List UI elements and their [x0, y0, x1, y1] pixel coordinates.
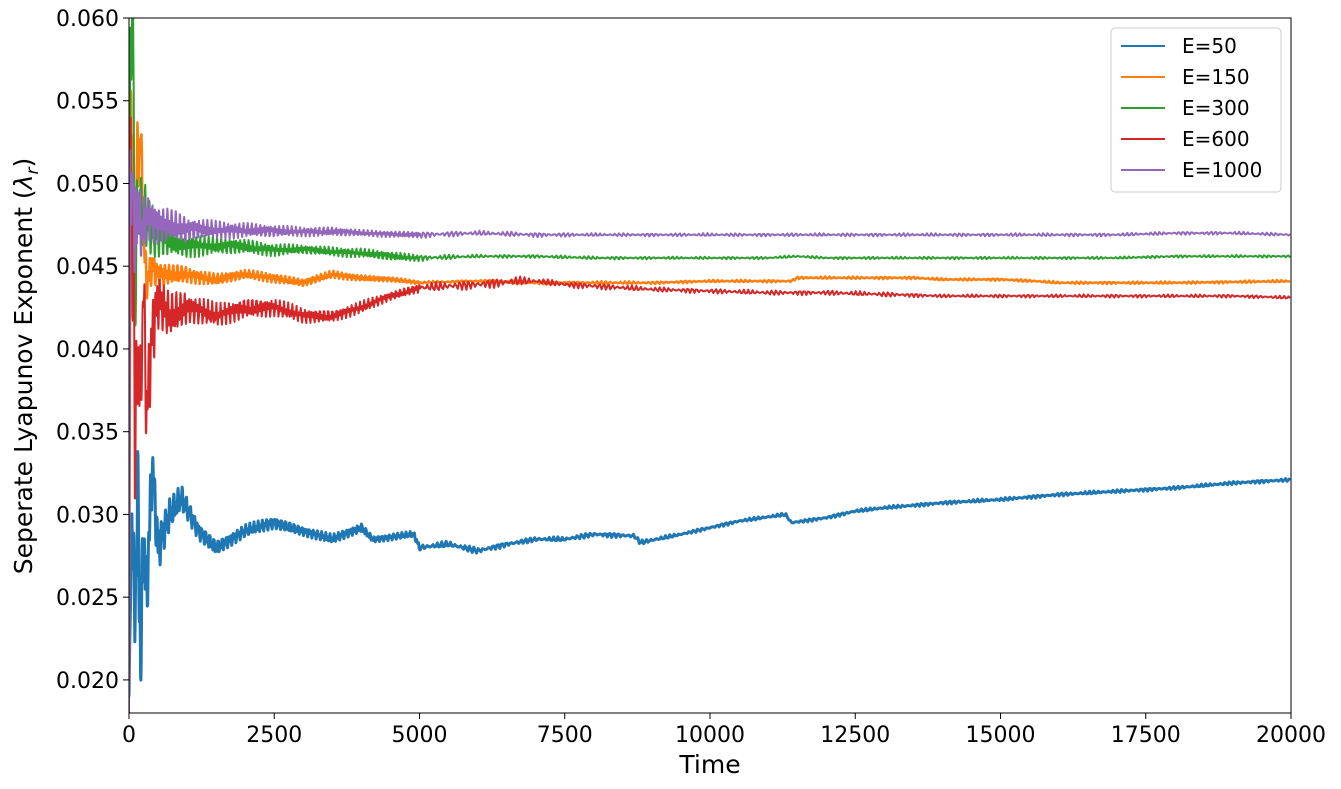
x-tick-label: 7500 [537, 723, 593, 748]
x-tick-label: 12500 [820, 723, 890, 748]
series-line-e-50 [129, 450, 1291, 697]
x-tick-label: 0 [122, 723, 136, 748]
y-tick-label: 0.060 [56, 7, 119, 32]
y-axis-label: Seperate Lyapunov Exponent (λr) [9, 158, 43, 574]
x-tick-label: 2500 [246, 723, 302, 748]
x-tick-label: 15000 [966, 723, 1036, 748]
x-tick-label: 20000 [1256, 723, 1326, 748]
x-tick-label: 17500 [1111, 723, 1181, 748]
series-line-e-300 [129, 18, 1291, 498]
series-line-e-1000 [129, 149, 1291, 713]
x-axis-ticks: 0 2500 5000 7500 10000 12500 15000 17500 20000 [122, 713, 1326, 748]
x-tick-label: 5000 [392, 723, 448, 748]
y-tick-label: 0.030 [56, 503, 119, 528]
y-axis-label-main: Seperate Lyapunov Exponent ( [9, 189, 38, 574]
legend: E=50 E=150 E=300 E=600 E=1000 [1110, 27, 1282, 193]
y-tick-label: 0.045 [56, 255, 119, 280]
y-tick-label: 0.020 [56, 669, 119, 694]
x-tick-label: 10000 [675, 723, 745, 748]
legend-entries: E=50 E=150 E=300 E=600 E=1000 [1121, 34, 1262, 182]
series-line-e-600 [129, 116, 1291, 697]
y-tick-label: 0.050 [56, 172, 119, 197]
y-tick-label: 0.040 [56, 338, 119, 363]
legend-label: E=150 [1182, 65, 1250, 89]
y-tick-label: 0.035 [56, 421, 119, 446]
y-axis-ticks: 0.020 0.025 0.030 0.035 0.040 0.045 0.050 0.055… [56, 7, 129, 694]
legend-label: E=600 [1182, 127, 1250, 151]
y-axis-label-close: ) [9, 158, 38, 168]
legend-label: E=300 [1182, 96, 1250, 120]
legend-label: E=50 [1182, 34, 1237, 58]
legend-label: E=1000 [1182, 158, 1262, 182]
y-tick-label: 0.025 [56, 586, 119, 611]
y-axis-label-subscript: r [23, 167, 43, 175]
legend-box [1110, 27, 1282, 193]
x-axis-label: Time [678, 750, 740, 779]
y-axis-label-symbol: λ [9, 175, 38, 192]
series-layer [129, 18, 1291, 713]
y-tick-label: 0.055 [56, 90, 119, 115]
